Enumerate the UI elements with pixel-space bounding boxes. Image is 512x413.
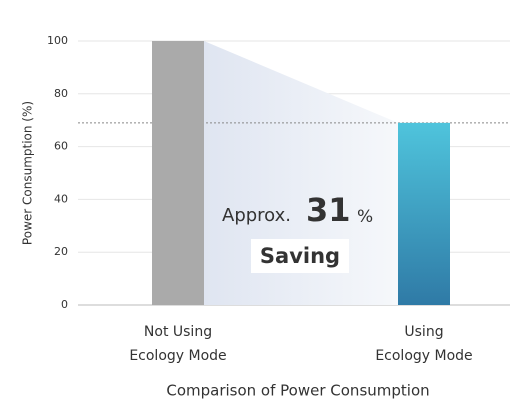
saving-box [251, 239, 349, 273]
x-tick-label: Using Ecology Mode [375, 324, 473, 364]
x-tick-label: Not Using Ecology Mode [129, 324, 227, 364]
annotation-value: 31 [306, 191, 351, 229]
y-tick-label: 40 [54, 192, 68, 205]
annotation-prefix: Approx. [222, 205, 291, 226]
y-tick-label: 20 [54, 245, 68, 258]
y-tick-label: 60 [54, 140, 68, 153]
x-axis-label: Comparison of Power Consumption [166, 382, 429, 400]
y-axis-label: Power Consumption (%) [21, 101, 35, 245]
saving-label: Saving [260, 244, 340, 268]
y-tick-label: 80 [54, 87, 68, 100]
y-tick-label: 0 [61, 298, 68, 311]
annotation-unit: % [357, 207, 373, 227]
bar [152, 41, 204, 305]
y-tick-label: 100 [47, 34, 68, 47]
bar [398, 122, 450, 305]
